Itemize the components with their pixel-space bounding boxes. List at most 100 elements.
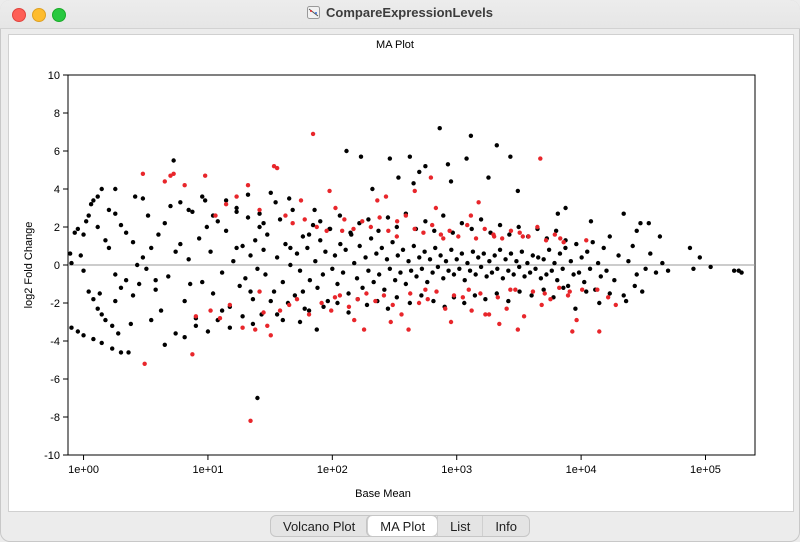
data-point — [364, 302, 370, 308]
data-point — [492, 253, 497, 258]
data-point — [234, 245, 239, 251]
data-point — [473, 272, 478, 277]
data-point — [535, 224, 540, 230]
close-window-button[interactable] — [12, 8, 26, 22]
data-point — [162, 342, 167, 347]
data-point — [366, 268, 371, 273]
data-point — [525, 260, 530, 266]
y-axis-label: log2 Fold Change — [23, 222, 35, 309]
data-point — [408, 268, 414, 273]
data-point — [412, 188, 417, 194]
data-point — [419, 293, 424, 298]
tab-list[interactable]: List — [437, 516, 482, 536]
data-point — [286, 302, 292, 308]
data-point — [297, 268, 303, 273]
data-point — [338, 241, 343, 247]
data-point — [466, 287, 471, 292]
data-point — [173, 249, 178, 254]
data-point — [327, 188, 332, 194]
y-tick-label: -6 — [50, 374, 60, 386]
data-point — [448, 179, 454, 184]
data-point — [460, 295, 466, 300]
data-point — [271, 289, 277, 294]
data-point — [431, 298, 436, 304]
minimize-window-button[interactable] — [32, 8, 46, 22]
data-point — [437, 126, 442, 131]
data-point — [541, 257, 546, 262]
data-point — [310, 131, 316, 137]
data-point — [306, 232, 312, 237]
data-point — [217, 316, 223, 321]
data-point — [394, 219, 400, 224]
tab-info[interactable]: Info — [482, 516, 529, 536]
data-point — [519, 249, 525, 254]
data-point — [314, 224, 319, 230]
y-tick-label: -8 — [50, 412, 60, 424]
data-point — [91, 336, 96, 342]
data-point — [500, 276, 506, 281]
data-point — [248, 253, 253, 258]
data-point — [483, 297, 488, 302]
data-point — [616, 253, 621, 258]
data-point — [469, 308, 474, 313]
data-point — [277, 217, 283, 222]
data-point — [385, 215, 391, 220]
data-point — [178, 241, 183, 247]
tab-volcano-plot[interactable]: Volcano Plot — [283, 519, 356, 534]
data-point — [481, 251, 486, 256]
data-point — [113, 211, 118, 216]
data-point — [411, 181, 416, 186]
data-point — [106, 207, 112, 213]
data-point — [579, 287, 585, 292]
data-point — [555, 278, 560, 283]
data-point — [632, 283, 637, 289]
data-point — [476, 200, 481, 205]
data-point — [529, 293, 534, 298]
data-point — [91, 198, 96, 203]
data-point — [542, 291, 547, 296]
data-point — [691, 266, 696, 271]
x-tick-label: 1e+00 — [68, 464, 99, 476]
data-point — [376, 272, 382, 277]
data-point — [640, 289, 645, 294]
data-point — [178, 200, 183, 205]
data-point — [193, 323, 199, 328]
data-point — [358, 154, 364, 159]
y-tick-label: -10 — [44, 450, 60, 462]
tab-ma-plot[interactable]: MA Plot — [367, 516, 438, 536]
data-point — [428, 175, 434, 180]
data-point — [507, 232, 512, 237]
data-point — [446, 268, 451, 273]
data-point — [443, 259, 449, 264]
data-point — [288, 245, 293, 251]
data-point — [110, 323, 115, 328]
data-point — [142, 361, 147, 366]
data-point — [255, 395, 260, 401]
x-tick-label: 1e+04 — [566, 464, 597, 476]
data-point — [411, 243, 417, 249]
y-tick-label: 4 — [54, 184, 60, 196]
data-point — [305, 245, 310, 251]
data-point — [337, 293, 343, 298]
data-point — [630, 243, 635, 249]
data-point — [487, 259, 492, 264]
data-point — [657, 234, 663, 239]
data-point — [497, 222, 503, 228]
y-tick-label: 2 — [54, 222, 60, 234]
data-point — [515, 327, 521, 332]
data-point — [186, 257, 191, 262]
zoom-window-button[interactable] — [52, 8, 66, 22]
data-point — [612, 278, 617, 283]
data-point — [113, 298, 118, 304]
data-point — [613, 302, 618, 308]
chart-title: MA Plot — [376, 39, 414, 51]
data-point — [584, 238, 589, 243]
data-point — [234, 194, 239, 199]
x-tick-label: 1e+03 — [441, 464, 472, 476]
data-point — [443, 306, 448, 311]
data-point — [441, 213, 446, 218]
data-point — [462, 278, 467, 283]
data-point — [571, 272, 576, 277]
data-point — [190, 352, 195, 357]
